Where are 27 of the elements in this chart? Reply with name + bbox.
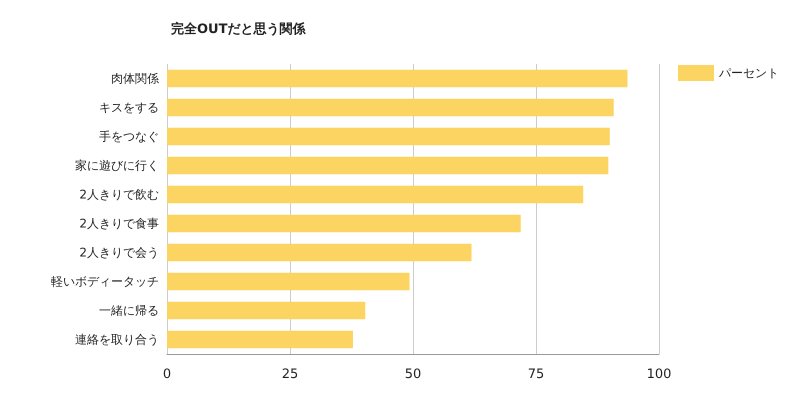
bar — [167, 70, 628, 88]
bar — [167, 214, 521, 232]
x-tick-label: 0 — [162, 367, 172, 382]
y-tick-label: 手をつなぐ — [99, 130, 159, 144]
y-tick-label: 2人きりで飲む — [79, 188, 159, 202]
y-tick-label: 2人きりで会う — [79, 246, 159, 260]
bar — [167, 186, 584, 204]
y-tick-label: 家に遊びに行く — [75, 158, 159, 172]
x-tick-label: 75 — [528, 367, 544, 382]
bar — [167, 128, 610, 146]
bar — [167, 156, 608, 174]
x-tick-label: 100 — [646, 367, 672, 382]
y-tick-label: 連絡を取り合う — [75, 332, 159, 346]
y-tick-label: 一緒に帰る — [99, 304, 159, 318]
bar — [167, 244, 472, 262]
bar — [167, 330, 353, 348]
y-tick-label: キスをする — [99, 100, 159, 114]
y-tick-label: 肉体関係 — [111, 72, 159, 86]
x-tick-label: 50 — [404, 367, 422, 382]
legend-label: パーセント — [718, 66, 779, 80]
bar — [167, 98, 614, 116]
chart-title: 完全OUTだと思う関係 — [171, 21, 306, 37]
bar — [167, 272, 410, 290]
x-tick-label: 25 — [282, 367, 298, 382]
y-tick-label: 軽いボディータッチ — [51, 274, 159, 288]
y-tick-label: 2人きりで食事 — [79, 216, 159, 230]
bar — [167, 302, 366, 320]
